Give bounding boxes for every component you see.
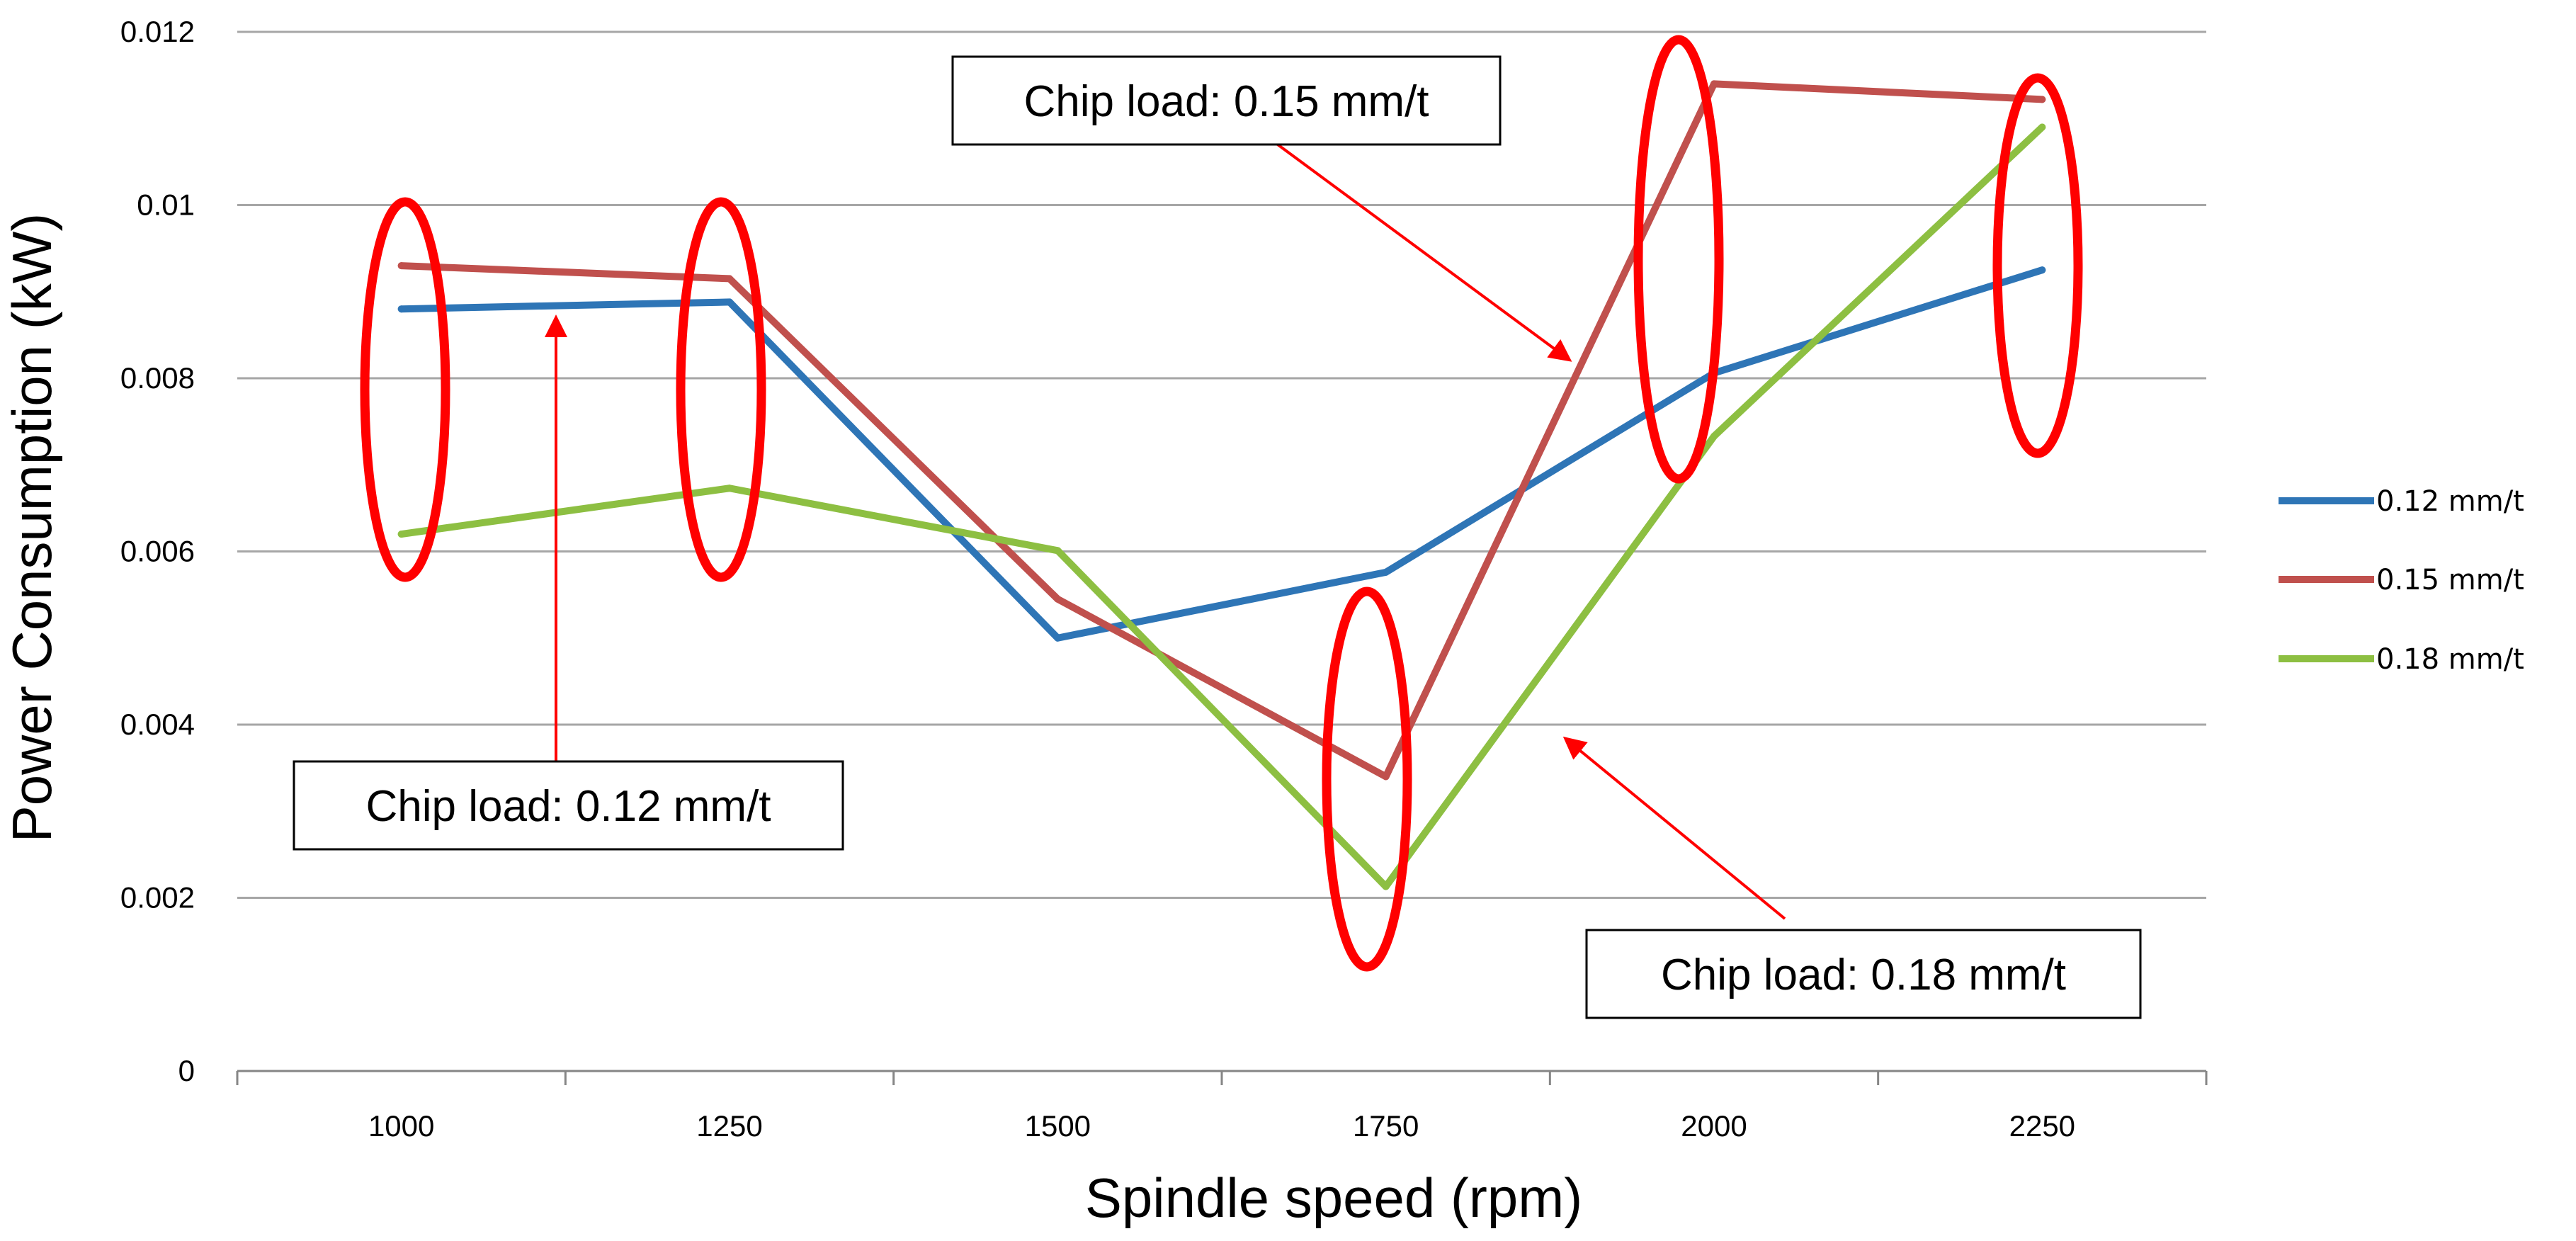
callout-label: Chip load: 0.12 mm/t — [365, 782, 771, 831]
y-axis-title: Power Consumption (kW) — [1, 213, 63, 843]
highlight-ellipses — [360, 35, 2083, 972]
x-tick-label: 1250 — [696, 1109, 762, 1143]
data-point — [1054, 595, 1062, 603]
callout-arrow — [1269, 137, 1572, 362]
legend-label: 0.18 mm/t — [2376, 643, 2524, 676]
highlight-ellipse — [1992, 73, 2083, 458]
data-point — [1710, 80, 1718, 88]
gridlines — [237, 30, 2206, 899]
data-point — [2038, 266, 2046, 274]
data-point — [726, 298, 733, 306]
x-tick-label: 2000 — [1681, 1109, 1747, 1143]
data-point — [726, 484, 733, 492]
callout-label: Chip load: 0.18 mm/t — [1661, 951, 2066, 999]
legend-label: 0.15 mm/t — [2376, 564, 2524, 596]
legend: 0.12 mm/t 0.15 mm/t 0.18 mm/t — [2279, 485, 2524, 676]
legend-label: 0.12 mm/t — [2376, 485, 2524, 518]
axis-titles: Spindle speed (rpm) Power Consumption (k… — [1, 213, 1582, 1229]
data-point — [1382, 773, 1390, 781]
highlight-ellipse — [360, 197, 450, 582]
data-point — [726, 275, 733, 283]
series-line-018 — [397, 123, 2046, 890]
x-tick-label: 1500 — [1025, 1109, 1091, 1143]
callout-box — [1585, 929, 2142, 1019]
callout-label: Chip load: 0.15 mm/t — [1023, 77, 1429, 126]
x-tick-label: 1000 — [368, 1109, 434, 1143]
y-tick-label: 0.008 — [120, 361, 195, 395]
y-tick-label: 0.002 — [120, 881, 195, 914]
y-tick-label: 0.01 — [137, 188, 195, 222]
highlight-ellipse — [676, 197, 766, 582]
data-point — [1710, 432, 1718, 440]
axes: 0 0.002 0.004 0.006 0.008 0.01 0.012 1000 1250 15… — [120, 15, 2208, 1143]
series-lines — [397, 80, 2046, 890]
data-point — [1382, 883, 1390, 890]
data-point — [397, 262, 405, 270]
x-axis-title: Spindle speed (rpm) — [1085, 1167, 1582, 1229]
data-point — [397, 531, 405, 538]
callout-box — [951, 55, 1502, 146]
data-point — [397, 305, 405, 313]
y-tick-label: 0.004 — [120, 708, 195, 741]
x-tick-label: 1750 — [1353, 1109, 1419, 1143]
series-line-012 — [397, 266, 2046, 642]
data-point — [2038, 123, 2046, 131]
highlight-ellipse — [1633, 35, 1724, 484]
data-point — [2038, 96, 2046, 103]
y-tick-label: 0.012 — [120, 15, 195, 48]
series-line-015 — [397, 80, 2046, 781]
x-tick-label: 2250 — [2009, 1109, 2075, 1143]
y-tick-label: 0 — [178, 1054, 195, 1087]
y-tick-label: 0.006 — [120, 535, 195, 568]
callout-arrow — [1562, 736, 1786, 920]
data-point — [1382, 568, 1390, 576]
callout-box — [293, 760, 844, 851]
highlight-ellipse — [1322, 586, 1412, 972]
callouts: Chip load: 0.12 mm/t Chip load: 0.15 mm/t… — [293, 55, 2142, 1019]
data-point — [1054, 634, 1062, 642]
data-point — [1054, 547, 1062, 555]
